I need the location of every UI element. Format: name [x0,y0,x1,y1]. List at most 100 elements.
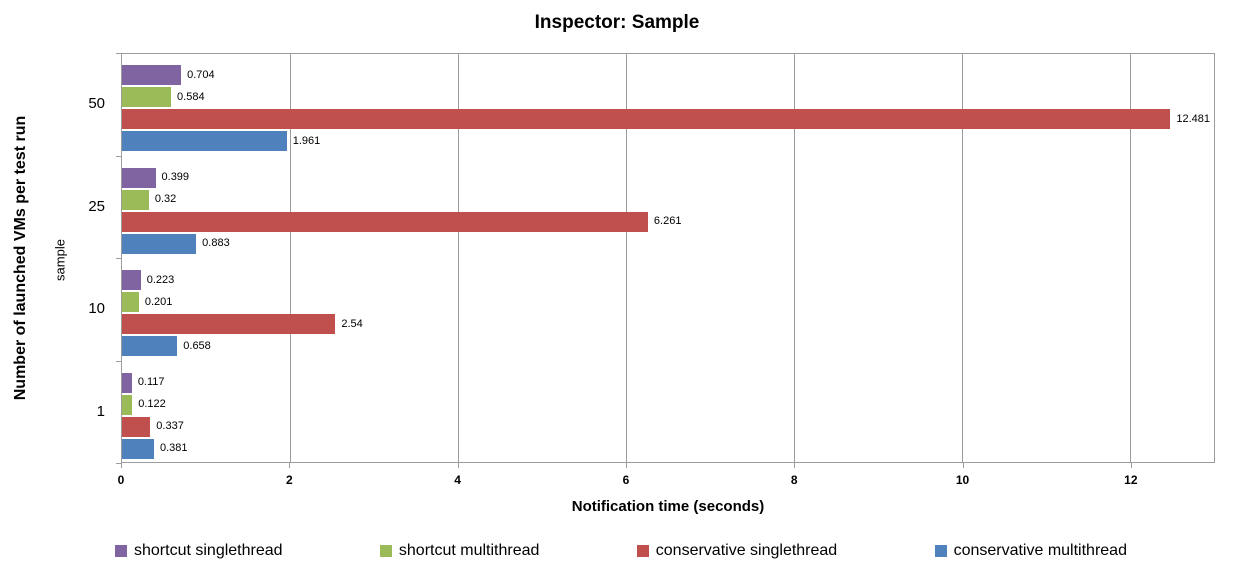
bar-row: 0.122 [122,394,1214,415]
gridline-6 [626,54,627,462]
bar-row: 0.399 [122,167,1214,188]
x-axis-tick-label: 8 [790,473,798,487]
bar-value-label: 0.201 [144,295,173,308]
bar-conservative-singlethread-50 [122,109,1171,129]
legend: shortcut singlethread shortcut multithrea… [0,539,1234,563]
gridline-4 [458,54,459,462]
bar-value-label: 6.261 [653,215,682,227]
legend-label: shortcut multithread [398,542,540,559]
bar-value-label: 0.223 [146,273,175,286]
bar-value-label: 0.704 [187,68,215,81]
bar-conservative-singlethread-25 [122,211,648,232]
bar-value-label: 0.658 [183,339,211,352]
bar-row: 0.883 [122,233,1214,254]
bar-conservative-singlethread-10 [122,314,336,334]
legend-swatch-icon [379,545,392,557]
legend-item-conservative-singlethread: conservative singlethread [636,542,838,560]
x-axis-tick [1130,463,1132,468]
bar-shortcut-multithread-1 [122,394,133,415]
legend-label: conservative singlethread [655,542,838,559]
legend-item-shortcut-singlethread: shortcut singlethread [115,542,283,560]
gridline-12 [1130,54,1131,462]
category-label-10: 10 [88,300,105,318]
bar-row: 12.481 [122,109,1214,129]
x-axis-tick-label: 2 [285,473,293,487]
bar-shortcut-singlethread-10 [122,270,141,290]
x-axis-tick-label: 10 [955,473,970,487]
chart-title: Inspector: Sample [534,12,700,33]
x-axis-tick [121,463,122,468]
bar-value-label: 0.399 [161,171,190,183]
gridline-8 [794,54,795,462]
y-axis-tick [116,258,121,259]
y-axis-tick [116,360,121,362]
bar-conservative-multithread-1 [122,438,154,459]
gridline-2 [290,54,291,462]
bar-value-label: 2.54 [341,317,363,330]
bar-value-label: 1.961 [292,134,321,147]
bar-row: 0.381 [122,438,1214,459]
bar-conservative-multithread-50 [122,131,287,151]
bar-row: 0.704 [122,65,1214,85]
y-axis-title: Number of launched VMs per test run [12,115,29,401]
legend-swatch-icon [934,545,947,557]
bar-row: 0.337 [122,416,1214,437]
category-band-25: 0.399 0.32 6.261 0.883 [122,157,1214,260]
bar-value-label: 0.883 [202,237,230,249]
bar-value-label: 0.584 [177,90,205,103]
bar-value-label: 0.381 [160,442,188,454]
category-band-50: 0.704 0.584 12.481 1.961 [122,54,1214,157]
bar-row: 2.54 [122,314,1214,334]
bar-row: 0.201 [122,292,1214,312]
x-axis-tick-label: 0 [117,473,125,487]
category-label-1: 1 [96,402,105,420]
x-axis-tick-label: 12 [1124,473,1138,487]
bar-value-label: 0.122 [138,398,166,410]
bar-row: 0.32 [122,189,1214,210]
bar-conservative-multithread-25 [122,233,197,254]
legend-item-conservative-multithread: conservative multithread [934,542,1127,560]
bar-shortcut-multithread-10 [122,292,139,312]
bar-shortcut-singlethread-1 [122,372,132,393]
bar-value-label: 0.337 [156,420,184,432]
gridline-10 [962,54,963,462]
x-axis-tick-label: 4 [454,473,461,487]
legend-label: conservative multithread [953,542,1127,559]
category-band-1: 0.117 0.122 0.337 0.381 [122,362,1214,465]
bar-row: 0.658 [122,336,1214,356]
y-axis-tick [116,53,121,54]
x-axis-tick [794,463,796,468]
legend-swatch-icon [636,545,649,557]
y-axis-subtitle: sample [52,239,68,281]
bar-shortcut-singlethread-25 [122,167,156,188]
bar-value-label: 12.481 [1176,112,1211,125]
bar-shortcut-multithread-50 [122,87,172,107]
legend-item-shortcut-multithread: shortcut multithread [379,542,540,560]
legend-swatch-icon [115,545,127,557]
bar-row: 1.961 [122,131,1214,151]
category-label-25: 25 [88,197,105,215]
bar-conservative-singlethread-1 [122,416,151,437]
category-label-50: 50 [88,95,105,113]
bar-row: 0.223 [122,270,1214,290]
bar-value-label: 0.32 [154,193,177,205]
x-axis-tick-label: 6 [622,473,630,487]
plot-area: 0.704 0.584 12.481 1.961 0.399 0.32 6.261 0.883… [121,53,1215,463]
bar-row: 0.117 [122,372,1214,393]
x-axis-title: Notification time (seconds) [571,498,765,515]
bar-value-label: 0.117 [137,376,165,388]
x-axis-tick [625,463,627,468]
y-axis-tick [116,155,121,157]
bar-conservative-multithread-10 [122,336,178,356]
bar-row: 6.261 [122,211,1214,232]
legend-label: shortcut singlethread [134,542,283,559]
bar-shortcut-multithread-25 [122,189,149,210]
x-axis-tick [289,463,291,468]
bar-row: 0.584 [122,87,1214,107]
y-axis-tick [116,463,121,464]
x-axis-tick [457,463,459,468]
bar-shortcut-singlethread-50 [122,65,182,85]
x-axis-tick [962,463,964,468]
category-band-10: 0.223 0.201 2.54 0.658 [122,259,1214,362]
